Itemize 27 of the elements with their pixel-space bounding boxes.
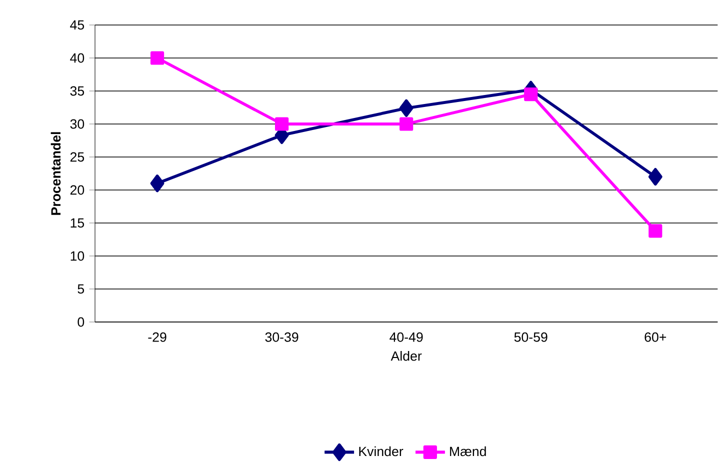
- x-tick-label: -29: [148, 332, 166, 342]
- y-tick-label: 25: [70, 152, 84, 162]
- x-tick-label: 60+: [644, 332, 666, 342]
- y-tick-label: 15: [70, 218, 84, 228]
- x-axis-title: Alder: [390, 350, 422, 361]
- y-tick-label: 5: [78, 284, 84, 294]
- x-tick-label: 50-59: [514, 332, 548, 342]
- y-tick-label: 35: [70, 86, 84, 96]
- point: [150, 174, 164, 192]
- y-tick-label: 0: [78, 317, 84, 327]
- point: [399, 99, 414, 117]
- point: [524, 87, 538, 102]
- legend-label: Mænd: [450, 446, 486, 456]
- y-tick-label: 20: [70, 185, 84, 195]
- y-tick-label: 45: [70, 20, 84, 30]
- x-tick-label: 30-39: [265, 332, 298, 342]
- y-tick-label: 40: [70, 53, 84, 63]
- y-axis-title: Procentandel: [50, 132, 61, 215]
- y-tick-label: 10: [70, 251, 84, 261]
- point: [150, 51, 164, 65]
- point: [648, 168, 662, 186]
- y-tick-label: 30: [70, 119, 84, 129]
- point: [274, 117, 289, 131]
- legend-label: Kvinder: [359, 446, 404, 456]
- point: [648, 224, 662, 238]
- point: [400, 117, 414, 131]
- x-tick-label: 40-49: [390, 332, 423, 342]
